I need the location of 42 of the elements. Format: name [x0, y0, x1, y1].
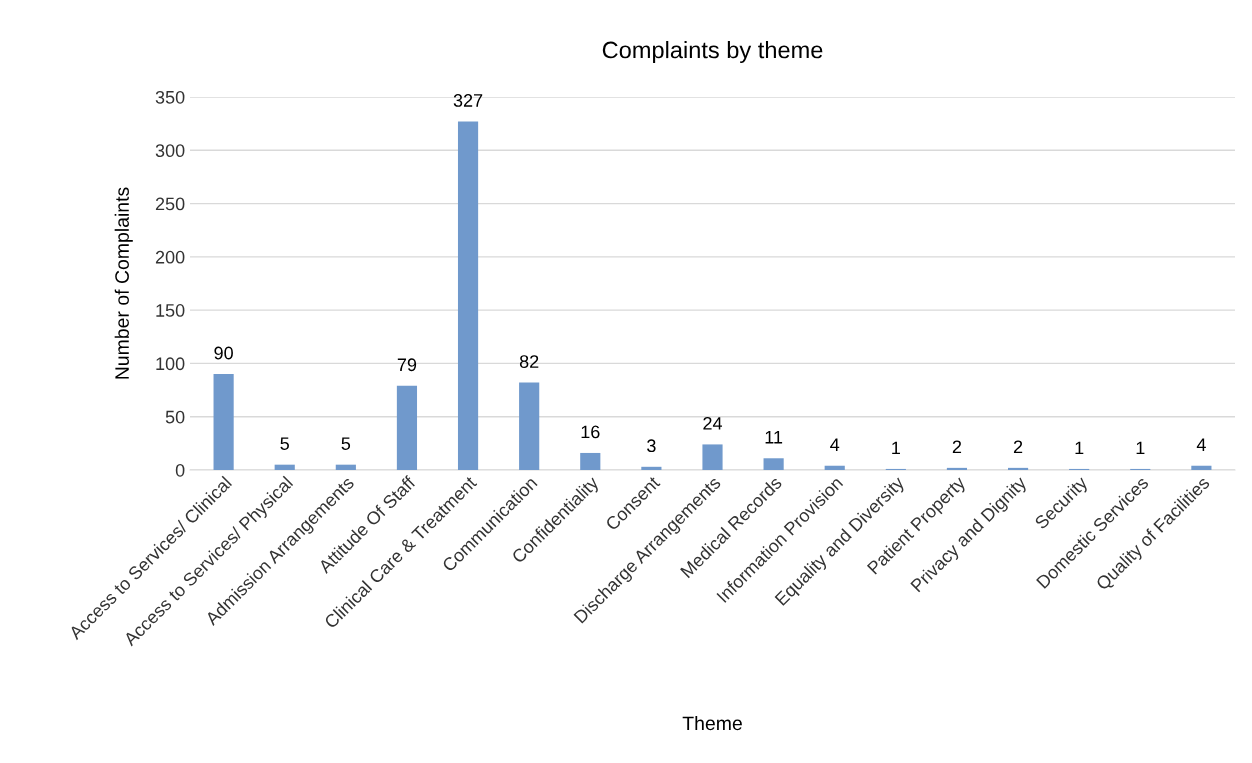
data-label: 1	[892, 441, 900, 455]
y-tick-label: 0	[175, 463, 185, 477]
data-label: 5	[280, 437, 289, 450]
y-axis-title: Number of Complaints	[114, 187, 133, 379]
data-label: 3	[647, 439, 656, 453]
bar	[1191, 465, 1212, 470]
data-label: 1	[1075, 441, 1084, 455]
bar	[274, 464, 295, 470]
data-label: 4	[1196, 438, 1206, 451]
data-label: 16	[581, 425, 600, 439]
bar	[335, 464, 356, 470]
bar	[824, 465, 845, 470]
bar	[580, 452, 601, 470]
data-label: 2	[1013, 440, 1023, 454]
data-label: 90	[214, 346, 233, 360]
data-label: 4	[830, 438, 840, 451]
bar	[641, 466, 662, 470]
bar	[213, 374, 234, 470]
bar	[702, 444, 723, 470]
y-tick-label: 50	[165, 410, 185, 424]
y-tick-label: 200	[155, 250, 185, 264]
bar	[946, 467, 968, 470]
bar	[457, 121, 479, 470]
data-label: 11	[765, 431, 783, 444]
data-label: 327	[453, 94, 483, 107]
chart-title: Complaints by theme	[602, 41, 823, 64]
data-label: 24	[703, 416, 723, 430]
y-tick-label: 350	[155, 90, 185, 104]
data-label: 79	[397, 358, 417, 372]
data-label: 82	[519, 355, 539, 368]
data-label: 2	[952, 440, 962, 454]
bar	[519, 382, 540, 470]
bar	[1007, 467, 1029, 470]
y-tick-label: 100	[156, 357, 185, 371]
data-label: 1	[1136, 441, 1145, 455]
data-label: 5	[341, 437, 351, 450]
y-tick-label: 300	[155, 144, 185, 158]
bar	[763, 458, 784, 470]
y-tick-label: 150	[156, 304, 185, 317]
y-tick-label: 250	[155, 197, 185, 211]
bar	[396, 385, 418, 470]
x-axis-title: Theme	[682, 715, 742, 731]
